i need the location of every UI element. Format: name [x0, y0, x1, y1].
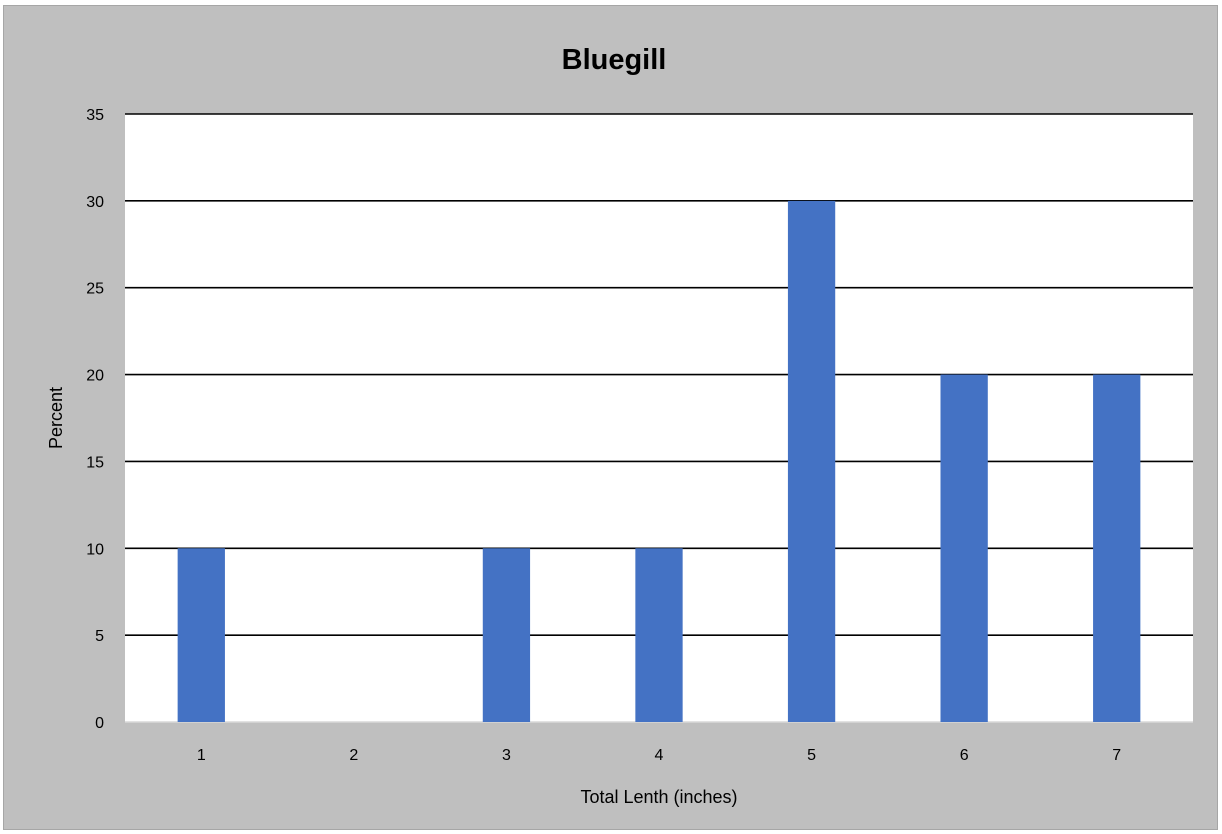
- y-tick-label: 25: [86, 281, 104, 298]
- x-tick-label: 3: [502, 747, 511, 764]
- x-tick-label: 7: [1112, 747, 1121, 764]
- y-tick-label: 10: [86, 541, 104, 558]
- y-tick-label: 0: [95, 715, 104, 732]
- x-axis-ticks: 1 2 3 4 5 6 7: [197, 747, 1121, 764]
- bar-4: [635, 548, 683, 722]
- y-tick-label: 5: [95, 628, 104, 645]
- x-tick-label: 1: [197, 747, 206, 764]
- bar-3: [482, 548, 531, 722]
- x-tick-label: 4: [655, 747, 664, 764]
- x-tick-label: 5: [807, 747, 816, 764]
- bar-6: [940, 374, 988, 722]
- y-tick-label: 15: [86, 454, 104, 471]
- x-tick-label: 6: [960, 747, 969, 764]
- y-tick-label: 20: [86, 368, 104, 385]
- bar-1: [177, 548, 225, 722]
- bars: [177, 200, 1141, 722]
- y-tick-label: 35: [86, 107, 104, 124]
- x-axis-label: Total Lenth (inches): [580, 787, 737, 807]
- y-axis-label: Percent: [46, 387, 66, 449]
- bar-7: [1093, 374, 1141, 722]
- chart-title: Bluegill: [562, 44, 667, 76]
- bar-5: [787, 200, 836, 722]
- y-axis-ticks: 0 5 10 15 20 25 30 35: [86, 107, 104, 732]
- y-tick-label: 30: [86, 194, 104, 211]
- x-tick-label: 2: [349, 747, 358, 764]
